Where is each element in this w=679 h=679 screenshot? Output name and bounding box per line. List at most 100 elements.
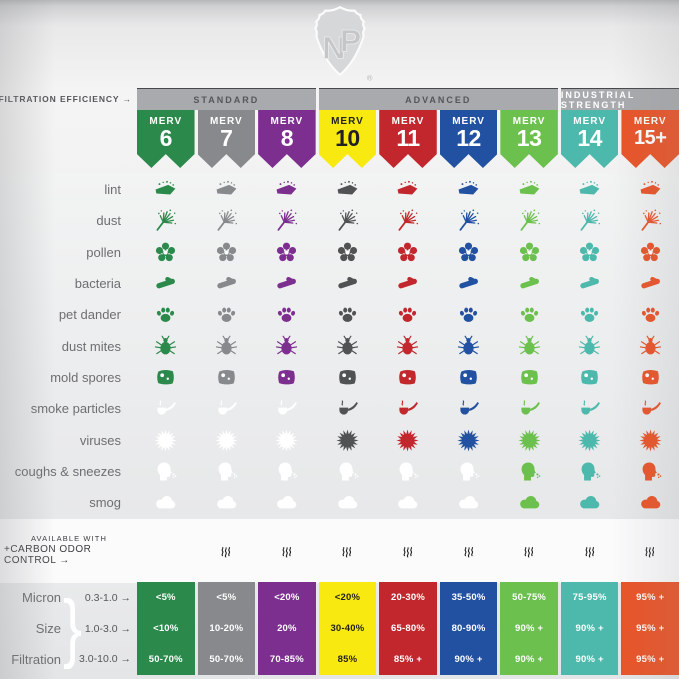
pollutant-cell (137, 268, 195, 299)
row-label-lint: lint (104, 182, 121, 198)
pollutant-cell (621, 330, 679, 361)
row-label-flower: pollen (86, 244, 121, 260)
merv-banner-14: MERV 14 (560, 110, 619, 168)
efficiency-value: 50-70% (209, 653, 244, 665)
merv-word-label: MERV (331, 116, 364, 127)
cough-icon (157, 462, 177, 481)
pollutant-cell (621, 205, 679, 236)
pollutant-cell (440, 174, 498, 205)
merv-word-label: MERV (633, 116, 667, 127)
merv-number: 7 (220, 125, 233, 151)
merv-word-label: MERV (149, 116, 183, 127)
paw-icon (399, 307, 417, 323)
steam-icon (524, 547, 534, 558)
pollutant-cell (621, 393, 679, 424)
pollutant-cell (621, 268, 679, 299)
row-label-pipe: smoke particles (30, 401, 121, 417)
pollutant-cell (319, 362, 377, 393)
pollutant-cell (561, 487, 619, 518)
pipe-icon (399, 400, 419, 415)
pollutant-cell (319, 205, 377, 236)
pollutant-cell (198, 174, 256, 205)
range-1-0-3-0: 1.0-3.0 → (84, 622, 131, 635)
bacteria-icon (641, 276, 660, 289)
pollutant-cell (198, 237, 256, 268)
pollutant-cell (379, 362, 437, 393)
row-label-cloud: smog (89, 495, 121, 511)
pollutant-cell (319, 299, 377, 330)
efficiency-value: <20% (334, 592, 361, 604)
steam-icon (645, 547, 655, 558)
row-label-mite: dust mites (61, 338, 121, 354)
flower-icon (398, 242, 418, 261)
carbon-cell (379, 518, 437, 582)
cough-icon (339, 462, 359, 481)
carbon-cell (198, 518, 256, 582)
pollutant-cell (319, 424, 377, 455)
pollutant-cell (198, 205, 256, 236)
efficiency-column-14: 75-95% 90% + 90% + (560, 582, 619, 675)
carbon-cell (258, 518, 316, 582)
efficiency-value: <20% (274, 592, 300, 604)
flower-icon (216, 242, 236, 261)
efficiency-value: 80-90% (451, 623, 486, 635)
pollutant-cell (198, 330, 256, 361)
pipe-icon (278, 400, 298, 415)
pollutant-cell (440, 268, 498, 299)
flower-icon (458, 242, 479, 261)
pollutant-cell (379, 237, 437, 268)
registered-mark: ® (367, 73, 373, 82)
cloud-icon (580, 496, 600, 509)
paw-icon (581, 307, 599, 323)
efficiency-value: <10% (153, 623, 179, 635)
lint-icon (458, 180, 479, 195)
paw-icon (338, 307, 357, 323)
duster-icon (277, 209, 298, 232)
pipe-icon (157, 400, 177, 415)
steam-icon (282, 547, 291, 558)
carbon-label-line1: AVAILABLE WITH (31, 534, 107, 544)
paw-icon (459, 307, 478, 323)
pollutant-cell (198, 299, 256, 330)
particle-size-labels: Micron Size Filtration (11, 582, 61, 675)
spore-icon (218, 369, 235, 385)
pollutant-cell (319, 237, 377, 268)
pollutant-cell (500, 268, 558, 299)
efficiency-value: 75-95% (572, 592, 607, 604)
carbon-label-line2: +CARBON ODOR CONTROL → (4, 544, 92, 567)
efficiency-value: 20% (277, 623, 297, 635)
efficiency-value: <5% (216, 592, 237, 604)
pollutant-cell (319, 487, 377, 518)
merv-banner-10: MERV 10 (318, 110, 377, 168)
logo-letter-p: P (340, 23, 361, 59)
pollutant-cell (379, 393, 437, 424)
merv-banner-13: MERV 13 (500, 110, 558, 168)
merv-banner-7: MERV 7 (197, 110, 256, 168)
cloud-icon (519, 496, 539, 509)
range-3-0-10-0: 3.0-10.0 → (79, 653, 131, 666)
cloud-icon (459, 496, 479, 509)
pipe-icon (218, 400, 237, 415)
cough-icon (400, 462, 419, 481)
spore-icon (339, 369, 356, 385)
cough-icon (521, 462, 540, 481)
carbon-cell (319, 518, 377, 582)
efficiency-value: 10-20% (209, 623, 244, 635)
pollutant-cell (500, 424, 558, 455)
pollutant-cell (137, 299, 195, 330)
pollutant-cell (379, 424, 437, 455)
lint-icon (337, 180, 358, 195)
merv-number: 12 (456, 125, 481, 151)
pollutant-cell (198, 424, 256, 455)
spore-icon (520, 369, 538, 385)
merv-word-label: MERV (512, 116, 546, 127)
pollutant-cell (379, 174, 437, 205)
merv-banner-12: MERV 12 (439, 110, 498, 168)
virus-icon (518, 428, 541, 452)
flower-icon (580, 242, 600, 261)
cloud-icon (640, 496, 660, 509)
steam-icon (585, 547, 594, 558)
pollutant-cell (137, 487, 195, 518)
pollutant-cell (500, 299, 558, 330)
size-label: Size (35, 621, 62, 637)
